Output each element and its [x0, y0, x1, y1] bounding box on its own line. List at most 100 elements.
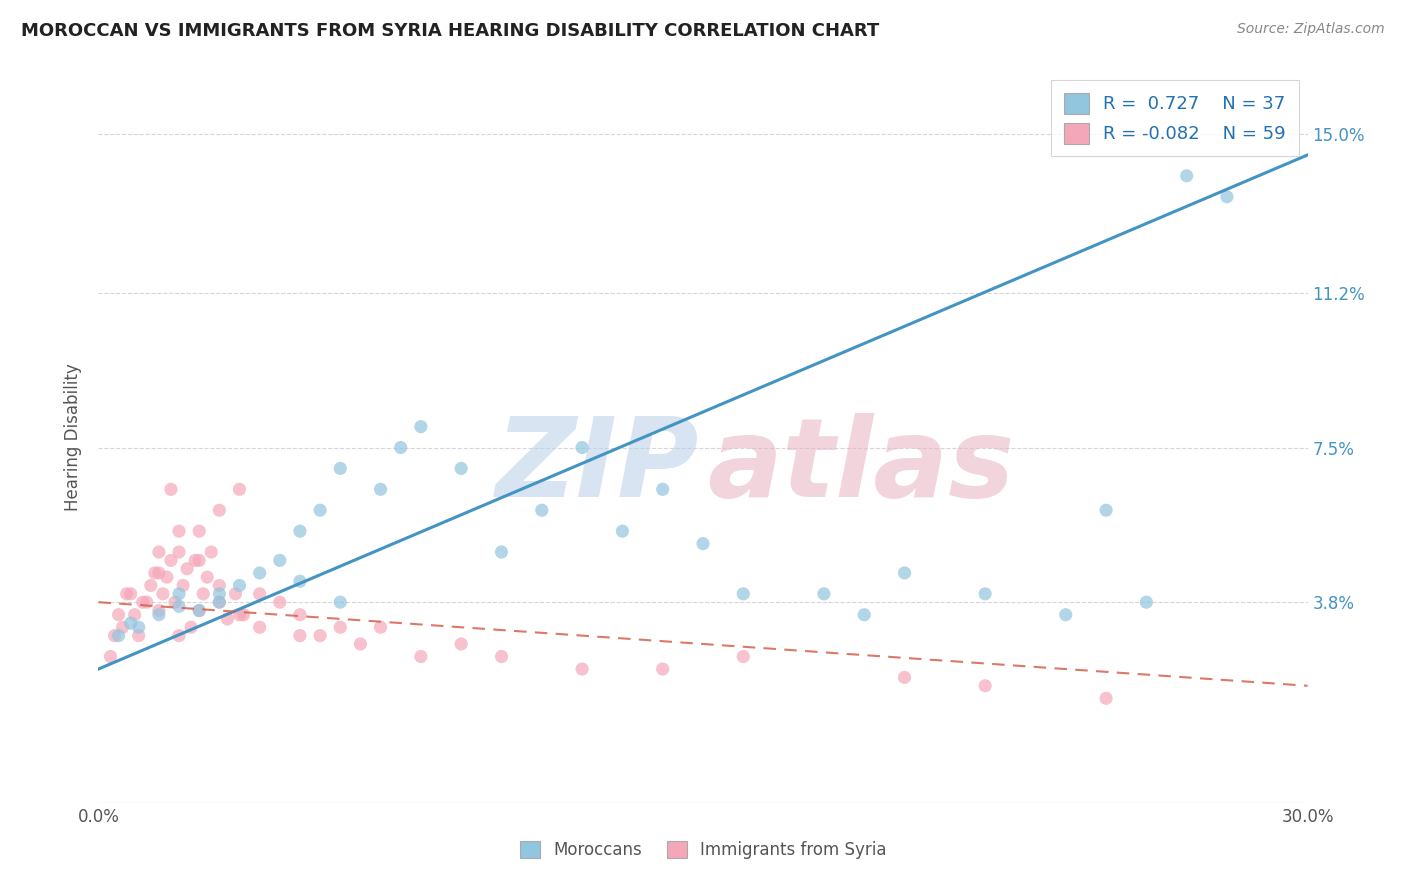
Point [208, 503, 231, 517]
Point [184, 553, 207, 567]
Point [651, 662, 673, 676]
Point [167, 545, 190, 559]
Point [111, 620, 134, 634]
Point [143, 566, 166, 580]
Point [208, 578, 231, 592]
Point [893, 670, 915, 684]
Point [172, 578, 194, 592]
Point [249, 566, 271, 580]
Point [188, 553, 211, 567]
Point [450, 637, 472, 651]
Point [163, 595, 186, 609]
Point [571, 662, 593, 676]
Point [733, 649, 755, 664]
Point [733, 587, 755, 601]
Point [269, 595, 291, 609]
Point [813, 587, 835, 601]
Point [132, 595, 155, 609]
Y-axis label: Hearing Disability: Hearing Disability [65, 363, 83, 511]
Point [329, 620, 352, 634]
Point [370, 620, 392, 634]
Point [188, 524, 211, 538]
Point [349, 637, 371, 651]
Point [893, 566, 915, 580]
Point [148, 566, 170, 580]
Point [974, 587, 997, 601]
Point [651, 483, 673, 497]
Point [148, 545, 170, 559]
Point [128, 629, 150, 643]
Point [409, 419, 432, 434]
Point [180, 620, 202, 634]
Point [167, 524, 190, 538]
Point [232, 607, 254, 622]
Point [491, 649, 513, 664]
Point [156, 570, 179, 584]
Point [167, 599, 190, 614]
Point [135, 595, 157, 609]
Point [288, 574, 311, 589]
Point [160, 553, 183, 567]
Point [107, 629, 129, 643]
Point [195, 570, 218, 584]
Point [167, 587, 190, 601]
Point [228, 578, 250, 592]
Text: Source: ZipAtlas.com: Source: ZipAtlas.com [1237, 22, 1385, 37]
Point [160, 483, 183, 497]
Point [853, 607, 876, 622]
Point [329, 595, 352, 609]
Point [120, 587, 142, 601]
Point [228, 607, 250, 622]
Point [188, 603, 211, 617]
Point [148, 607, 170, 622]
Point [128, 620, 150, 634]
Point [124, 607, 146, 622]
Point [329, 461, 352, 475]
Point [389, 441, 412, 455]
Point [309, 503, 332, 517]
Point [200, 545, 222, 559]
Point [370, 483, 392, 497]
Point [491, 545, 513, 559]
Point [167, 629, 190, 643]
Point [288, 607, 311, 622]
Point [120, 616, 142, 631]
Point [217, 612, 239, 626]
Point [288, 629, 311, 643]
Point [228, 483, 250, 497]
Point [974, 679, 997, 693]
Point [612, 524, 634, 538]
Point [269, 553, 291, 567]
Point [176, 562, 198, 576]
Point [450, 461, 472, 475]
Point [530, 503, 553, 517]
Point [1175, 169, 1198, 183]
Point [152, 587, 174, 601]
Text: atlas: atlas [707, 413, 1014, 520]
Point [188, 603, 211, 617]
Point [249, 620, 271, 634]
Point [288, 524, 311, 538]
Point [1095, 691, 1118, 706]
Point [100, 649, 122, 664]
Point [571, 441, 593, 455]
Point [193, 587, 215, 601]
Point [139, 578, 162, 592]
Text: ZIP: ZIP [496, 413, 699, 520]
Point [1054, 607, 1077, 622]
Point [208, 587, 231, 601]
Point [1095, 503, 1118, 517]
Point [309, 629, 332, 643]
Point [115, 587, 138, 601]
Point [107, 607, 129, 622]
Point [409, 649, 432, 664]
Point [208, 595, 231, 609]
Point [208, 595, 231, 609]
Point [249, 587, 271, 601]
Point [224, 587, 246, 601]
Point [148, 603, 170, 617]
Point [103, 629, 125, 643]
Text: MOROCCAN VS IMMIGRANTS FROM SYRIA HEARING DISABILITY CORRELATION CHART: MOROCCAN VS IMMIGRANTS FROM SYRIA HEARIN… [21, 22, 879, 40]
Point [1216, 190, 1239, 204]
Legend: Moroccans, Immigrants from Syria: Moroccans, Immigrants from Syria [512, 833, 894, 868]
